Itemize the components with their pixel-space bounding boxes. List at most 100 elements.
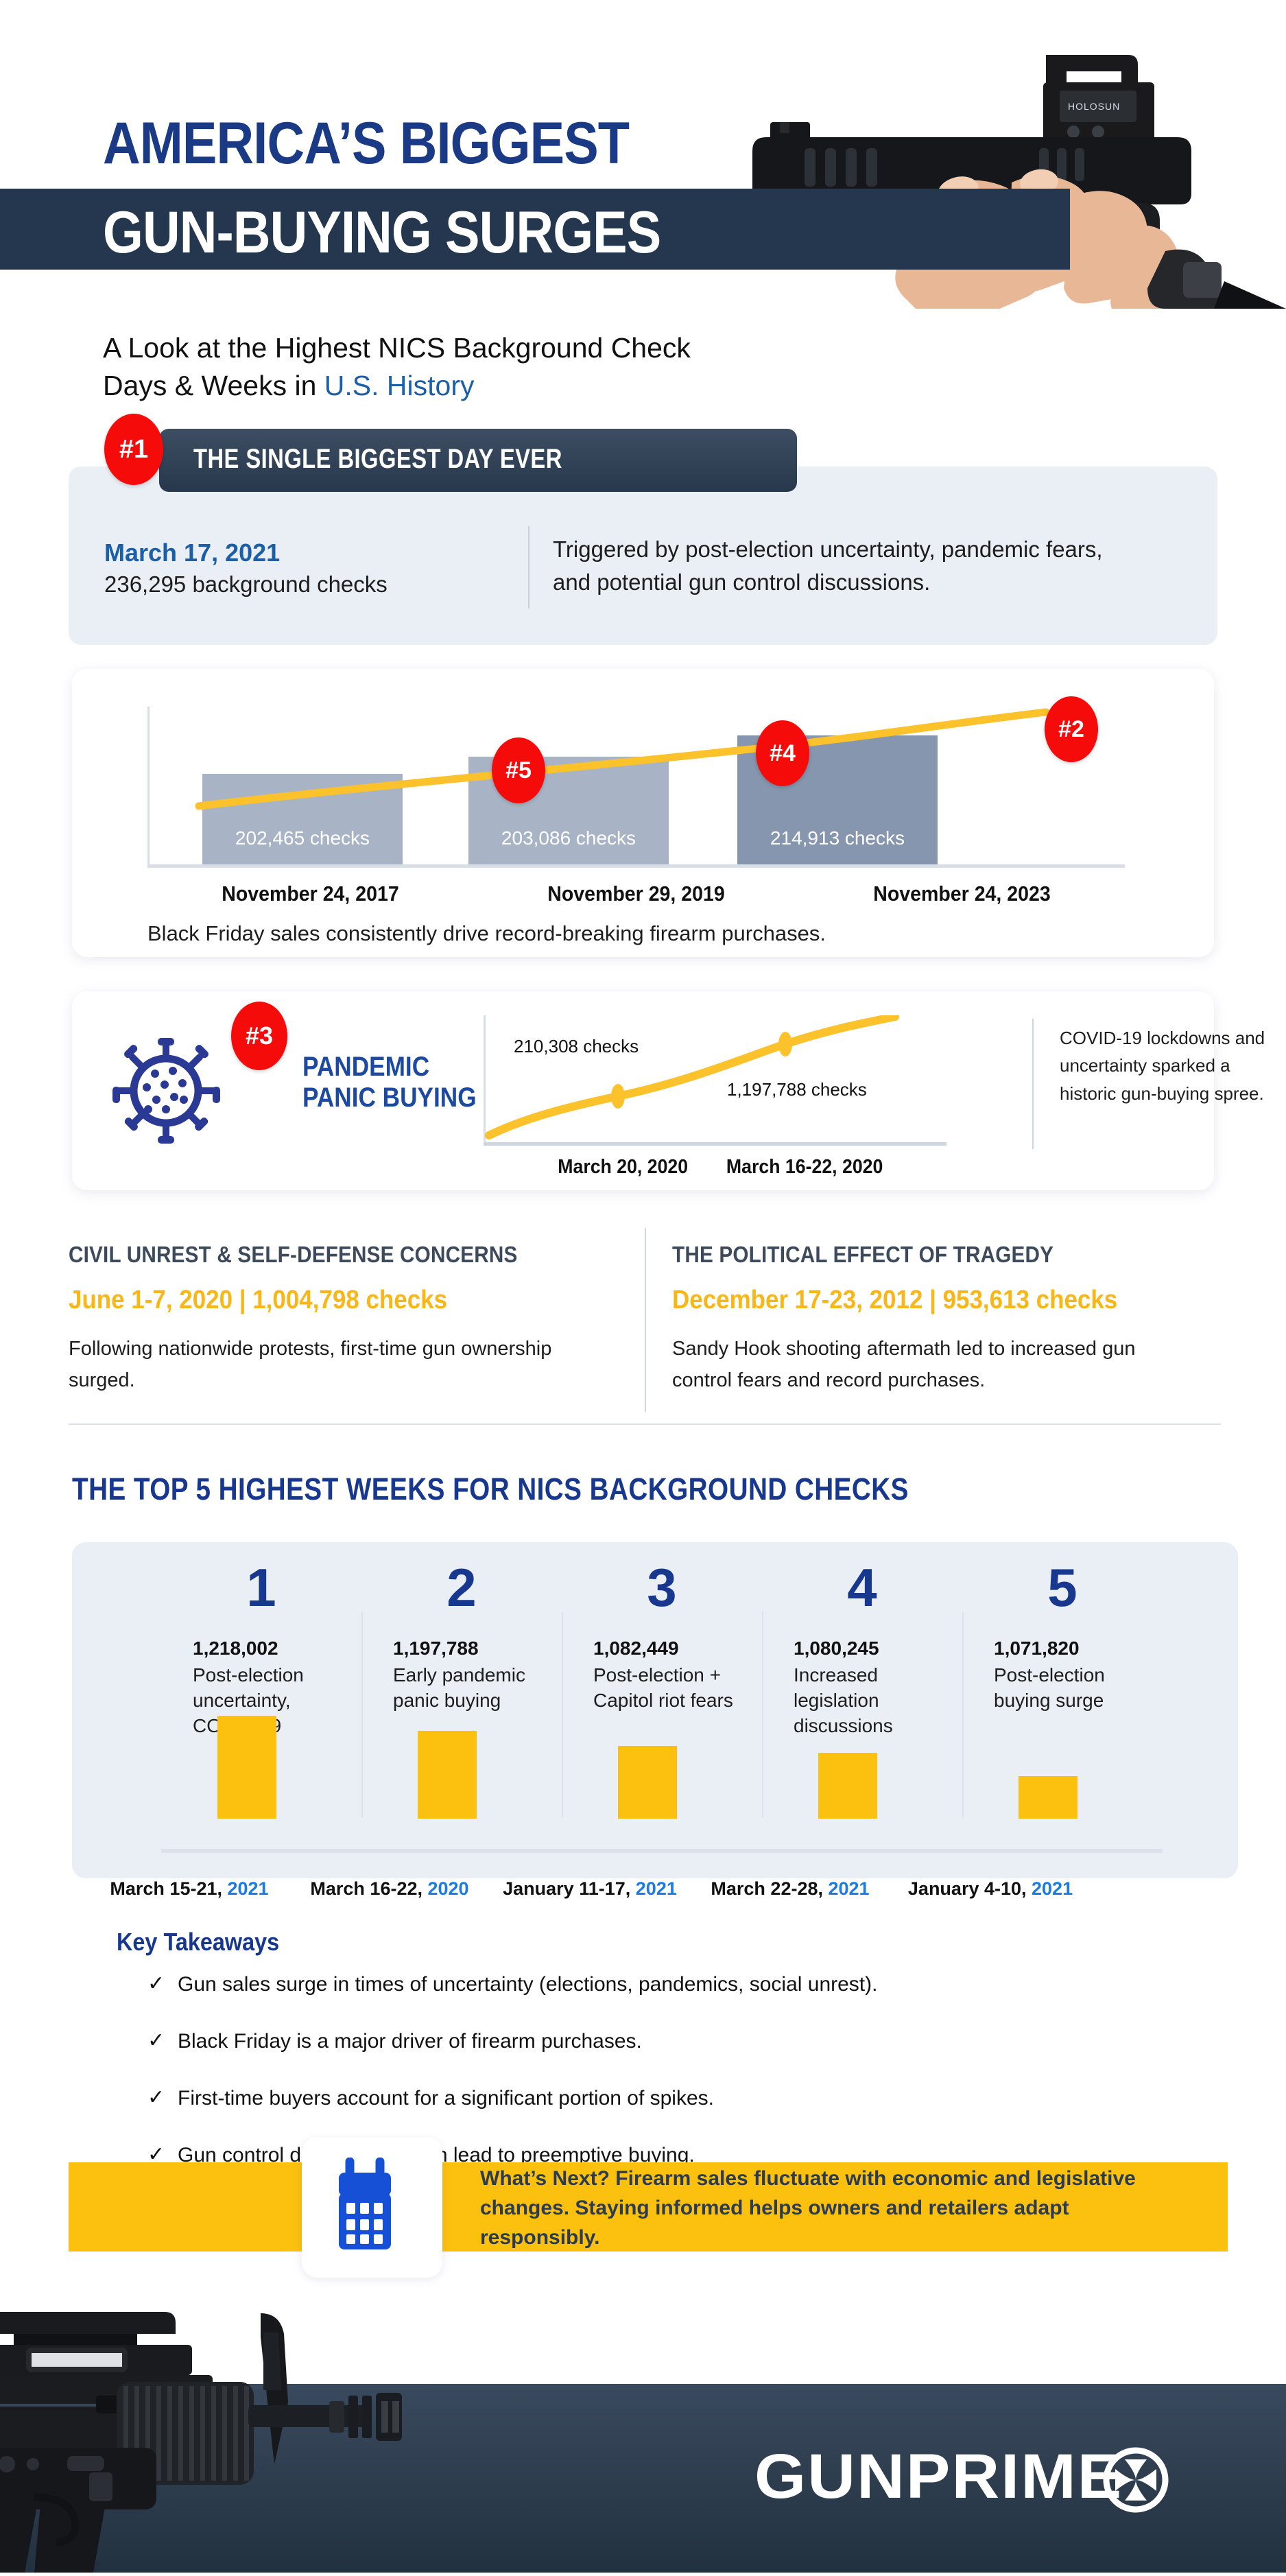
page-title-line1: AMERICA’S BIGGEST — [103, 110, 630, 176]
key-takeaway-text-1: Gun sales surge in times of uncertainty … — [178, 1973, 878, 1996]
pandemic-point-1-date: March 20, 2020 — [558, 1156, 689, 1178]
check-icon: ✓ — [147, 1972, 165, 1995]
top5-x-axis — [161, 1849, 1163, 1853]
black-friday-bar-1-label: 202,465 checks — [235, 827, 370, 849]
pandemic-card: #3 PANDEMIC PANIC BUYING 210,308 checks … — [72, 991, 1265, 1190]
pandemic-y-axis — [484, 1015, 486, 1146]
political-effect-column: THE POLITICAL EFFECT OF TRAGEDY December… — [672, 1242, 1193, 1397]
pandemic-point-2 — [778, 1032, 792, 1056]
whats-next-text: What’s Next? Firearm sales fluctuate wit… — [480, 2167, 1136, 2249]
top5-date-labels: March 15-21, 2021 March 16-22, 2020 Janu… — [89, 1878, 1091, 1900]
top5-rank-5: 5 — [1047, 1557, 1077, 1618]
black-friday-bar-2-label: 203,086 checks — [501, 827, 636, 849]
top5-bar-4 — [818, 1753, 877, 1819]
pandemic-x-axis — [484, 1142, 946, 1146]
pandemic-title: PANDEMIC PANIC BUYING — [302, 1052, 477, 1113]
black-friday-date-1: November 24, 2017 — [222, 882, 399, 906]
top5-value-5: 1,071,820 — [994, 1638, 1080, 1659]
top5-bar-3 — [618, 1746, 677, 1819]
top5-column-3: 3 1,082,449 Post-election + Capitol riot… — [562, 1561, 762, 1854]
page-header: HOLOSUN — [0, 0, 1286, 322]
footer-rifle-photo — [0, 2291, 727, 2573]
rank-badge-2: #2 — [1045, 696, 1098, 762]
black-friday-chart-card: 202,465 checks 203,086 checks 214,913 ch… — [72, 669, 1214, 957]
top5-column-2: 2 1,197,788 Early pandemic panic buying — [361, 1561, 562, 1854]
subtitle-line2-prefix: Days & Weeks in — [103, 369, 324, 401]
biggest-day-divider — [528, 526, 529, 608]
top5-column-4: 4 1,080,245 Increased legislation discus… — [762, 1561, 962, 1854]
top5-value-2: 1,197,788 — [393, 1638, 479, 1659]
top5-date-1: March 15-21, 2021 — [110, 1878, 269, 1899]
black-friday-bar-3-label: 214,913 checks — [770, 827, 905, 849]
footer-brand-text: GUNPRIME — [754, 2446, 1123, 2512]
pandemic-point-1 — [611, 1084, 625, 1109]
list-item: ✓ Gun sales surge in times of uncertaint… — [147, 1972, 1142, 1997]
top5-desc-4: Increased legislation discussions — [794, 1664, 893, 1737]
pandemic-title-line2: PANIC BUYING — [302, 1082, 477, 1113]
top5-title: THE TOP 5 HIGHEST WEEKS FOR NICS BACKGRO… — [72, 1472, 909, 1506]
pandemic-divider — [1032, 1019, 1034, 1149]
top5-desc-5: Post-election buying surge — [994, 1664, 1105, 1712]
top5-bar-2 — [418, 1731, 477, 1819]
rank-badge-3: #3 — [231, 1002, 287, 1070]
top5-grid: 1 1,218,002 Post-election uncertainty, C… — [161, 1561, 1163, 1854]
top5-value-1: 1,218,002 — [193, 1638, 278, 1659]
pandemic-plot: 210,308 checks 1,197,788 checks — [484, 1015, 946, 1146]
whats-next-banner — [69, 2162, 1228, 2252]
biggest-day-date: March 17, 2021 — [104, 539, 281, 567]
civil-unrest-stat: June 1-7, 2020 | 1,004,798 checks — [69, 1286, 448, 1314]
civil-unrest-column: CIVIL UNREST & SELF-DEFENSE CONCERNS Jun… — [69, 1242, 590, 1397]
pandemic-point-2-label: 1,197,788 checks — [727, 1079, 867, 1100]
top5-bar-5 — [1019, 1776, 1077, 1819]
rank-badge-1: #1 — [104, 414, 163, 485]
black-friday-date-3: November 24, 2023 — [873, 882, 1051, 906]
coronavirus-icon — [103, 1024, 230, 1151]
black-friday-x-axis — [147, 864, 1125, 868]
top5-rank-4: 4 — [847, 1557, 877, 1618]
pandemic-point-1-label: 210,308 checks — [514, 1036, 639, 1056]
top5-rank-2: 2 — [446, 1557, 477, 1618]
top5-column-1: 1 1,218,002 Post-election uncertainty, C… — [161, 1561, 361, 1854]
top5-desc-3: Post-election + Capitol riot fears — [593, 1664, 733, 1712]
top5-date-3: January 11-17, 2021 — [503, 1878, 677, 1899]
biggest-day-pill-label: THE SINGLE BIGGEST DAY EVER — [193, 444, 562, 474]
page-subtitle: A Look at the Highest NICS Background Ch… — [103, 329, 789, 404]
rank-badge-4: #4 — [756, 720, 809, 786]
top5-desc-2: Early pandemic panic buying — [393, 1664, 525, 1712]
top5-date-4: March 22-28, 2021 — [711, 1878, 870, 1899]
key-takeaway-text-3: First-time buyers account for a signific… — [178, 2087, 714, 2110]
top5-column-5: 5 1,071,820 Post-election buying surge — [962, 1561, 1163, 1854]
check-icon: ✓ — [147, 2086, 165, 2109]
pandemic-point-2-date: March 16-22, 2020 — [726, 1156, 883, 1178]
list-item: ✓ First-time buyers account for a signif… — [147, 2086, 1142, 2111]
key-takeaway-text-2: Black Friday is a major driver of firear… — [178, 2030, 642, 2053]
svg-text:HOLOSUN: HOLOSUN — [1068, 101, 1120, 112]
key-takeaways-title: Key Takeaways — [117, 1928, 280, 1956]
top5-card: 1 1,218,002 Post-election uncertainty, C… — [72, 1542, 1238, 1878]
black-friday-y-axis — [147, 707, 150, 868]
black-friday-note: Black Friday sales consistently drive re… — [147, 921, 826, 945]
biggest-day-description: Triggered by post-election uncertainty, … — [553, 536, 1103, 595]
check-icon: ✓ — [147, 2143, 165, 2166]
top5-bar-1 — [217, 1716, 276, 1819]
political-effect-body: Sandy Hook shooting aftermath led to inc… — [672, 1338, 1136, 1392]
pandemic-description: COVID-19 lockdowns and uncertainty spark… — [1060, 1028, 1265, 1104]
calendar-icon — [332, 2157, 413, 2257]
black-friday-plot: 202,465 checks 203,086 checks 214,913 ch… — [147, 707, 1125, 868]
two-column-rule — [69, 1423, 1221, 1425]
pandemic-title-line1: PANDEMIC — [302, 1052, 430, 1082]
black-friday-date-2: November 29, 2019 — [547, 882, 725, 906]
two-column-divider — [645, 1228, 646, 1412]
political-effect-stat: December 17-23, 2012 | 953,613 checks — [672, 1286, 1118, 1314]
footer-logo[interactable]: GUNPRIME — [754, 2441, 1193, 2514]
check-icon: ✓ — [147, 2029, 165, 2052]
biggest-day-count: 236,295 background checks — [104, 571, 388, 597]
civil-unrest-heading: CIVIL UNREST & SELF-DEFENSE CONCERNS — [69, 1242, 518, 1267]
title-band — [0, 189, 1070, 270]
top5-value-4: 1,080,245 — [794, 1638, 879, 1659]
black-friday-x-labels: November 24, 2017 November 29, 2019 Nove… — [147, 882, 1125, 906]
list-item: ✓ Black Friday is a major driver of fire… — [147, 2029, 1142, 2054]
top5-date-2: March 16-22, 2020 — [310, 1878, 469, 1899]
top5-value-3: 1,082,449 — [593, 1638, 679, 1659]
subtitle-line1: A Look at the Highest NICS Background Ch… — [103, 332, 691, 364]
